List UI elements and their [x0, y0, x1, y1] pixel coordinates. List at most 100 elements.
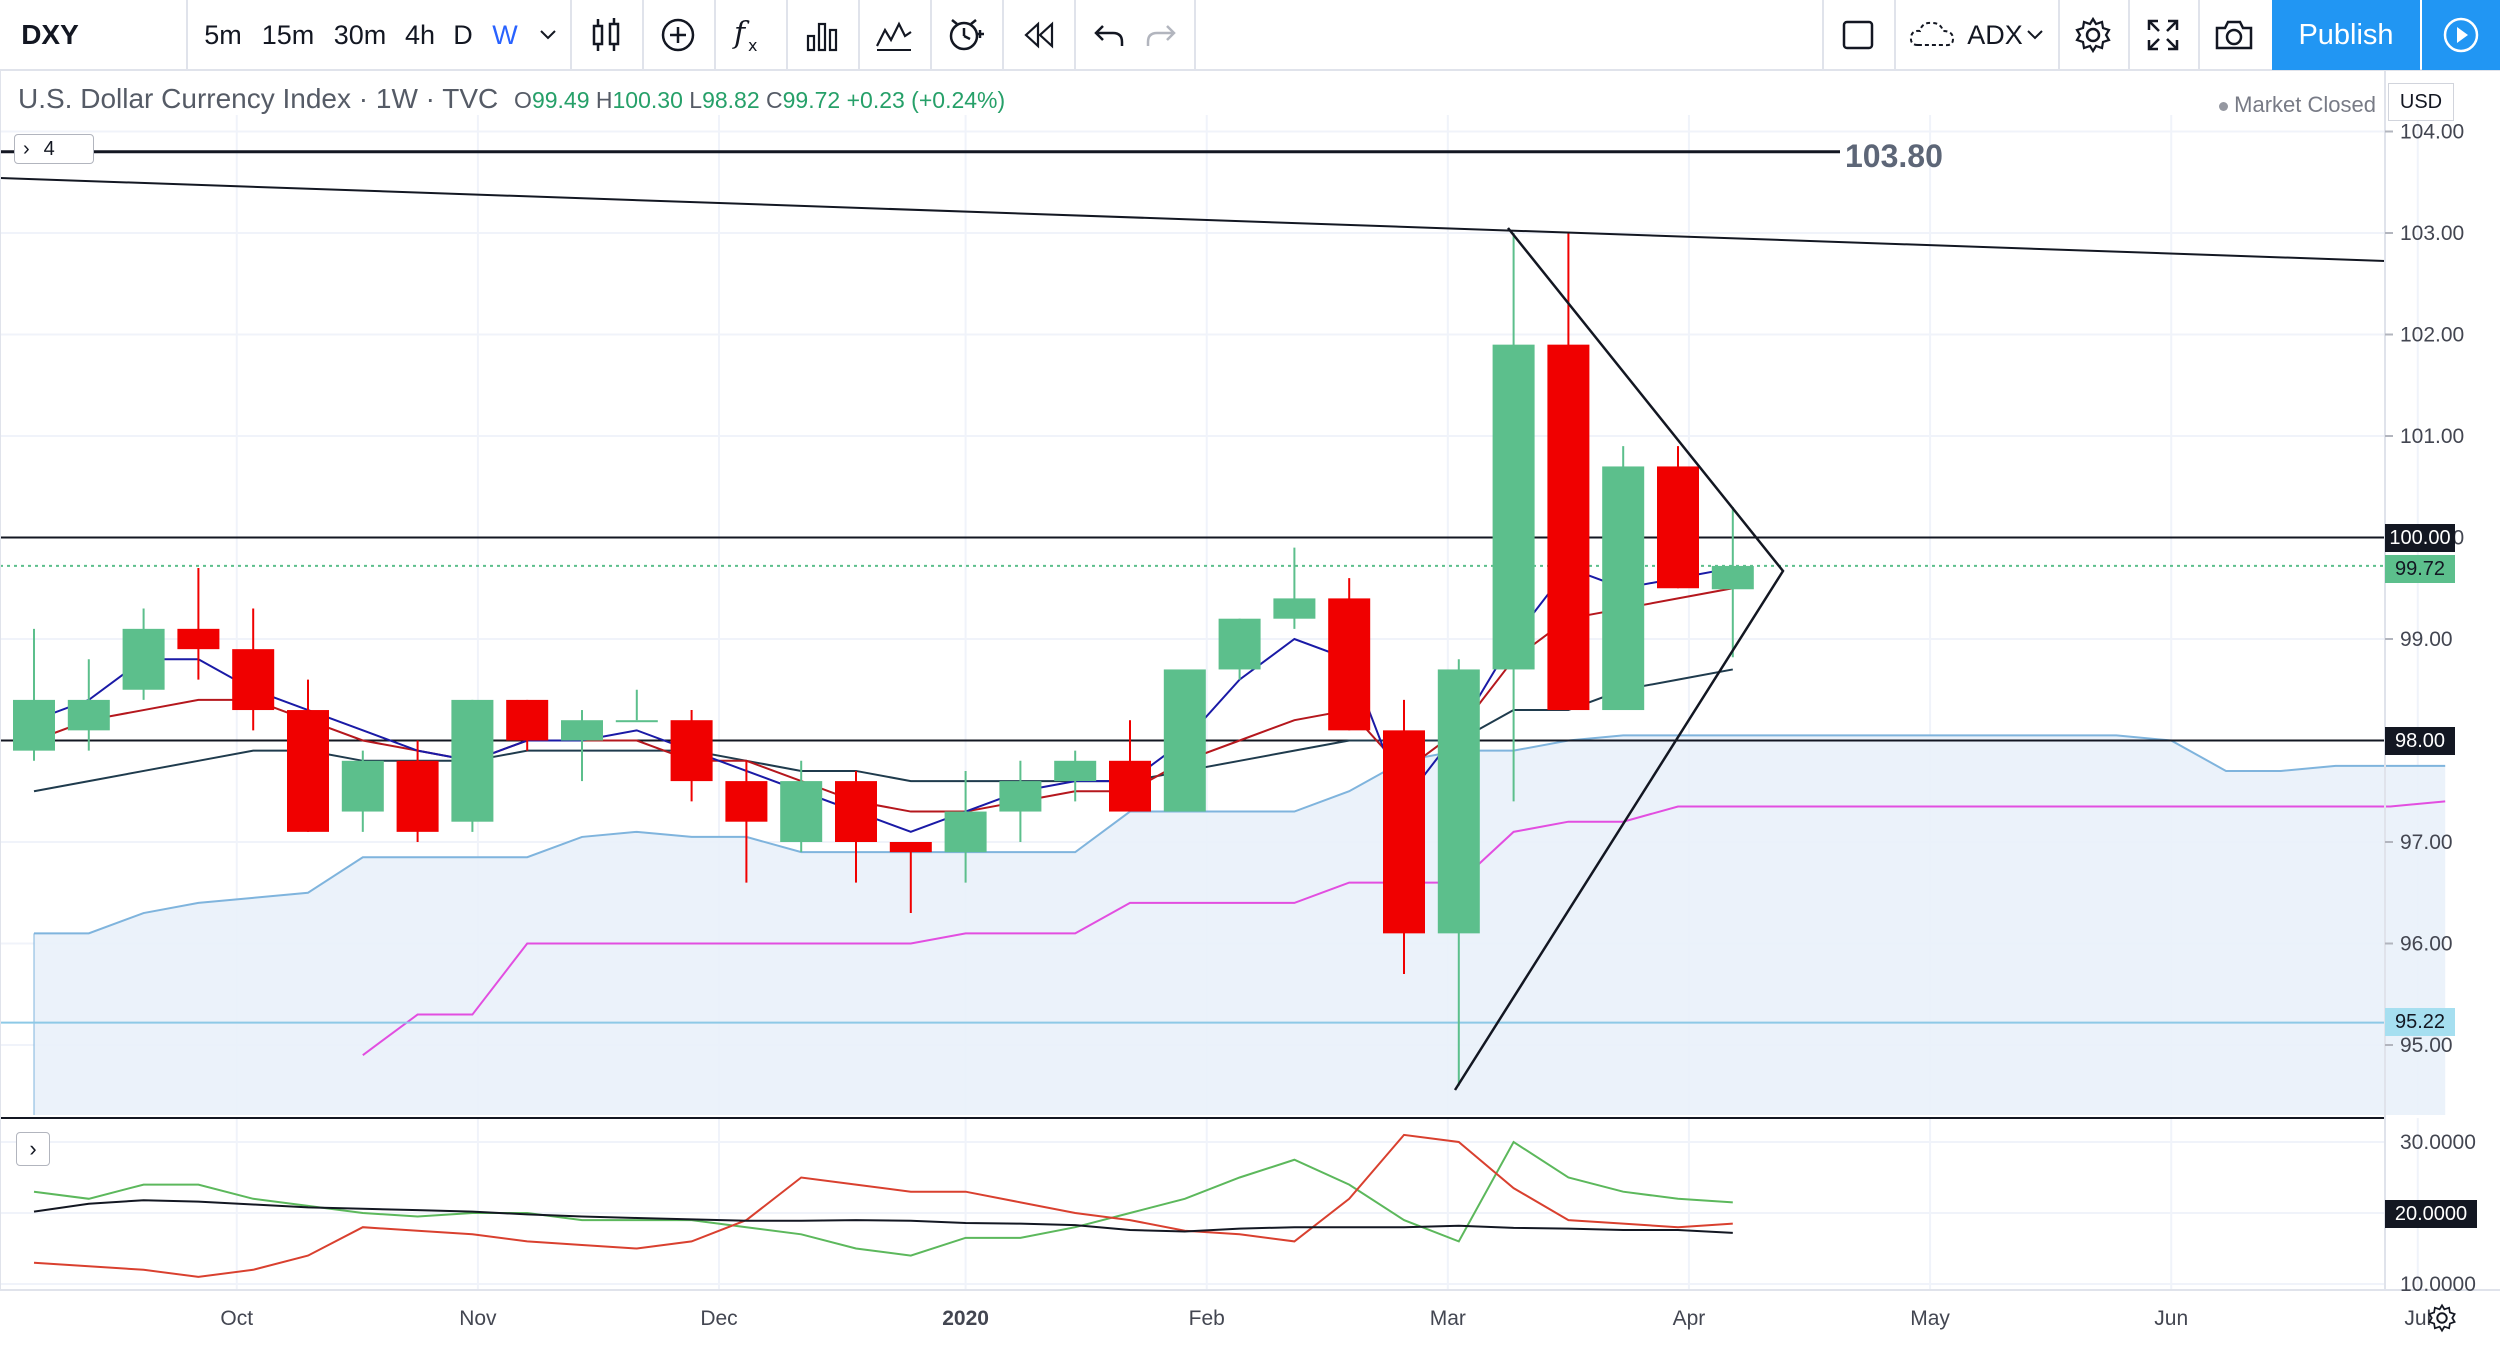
toolbar-divider [1074, 0, 1076, 70]
candle-body [1163, 669, 1206, 812]
toolbar-divider [858, 0, 860, 70]
currency-label[interactable]: USD [2388, 83, 2454, 121]
toolbar-divider [2198, 0, 2200, 70]
last-price-tag: 99.72 [2385, 555, 2455, 583]
chevron-right-icon: › [23, 137, 30, 160]
fullscreen-icon[interactable] [2136, 0, 2190, 70]
candle-body [1492, 344, 1535, 670]
publish-button[interactable]: Publish [2272, 0, 2420, 70]
candle-body [1711, 565, 1754, 590]
interval-4h[interactable]: 4h [404, 19, 436, 50]
chevron-right-icon: › [29, 1136, 37, 1161]
toolbar-divider [1002, 0, 1004, 70]
series-legend: U.S. Dollar Currency Index · 1W · TVC O9… [18, 83, 1005, 115]
toolbar-divider [642, 0, 644, 70]
status-dot-icon [2219, 101, 2229, 111]
candle-body [1109, 760, 1151, 812]
time-tick-label: Jun [2154, 1307, 2188, 1330]
candlesticks [13, 233, 1754, 1086]
candle-body [1437, 669, 1480, 934]
candle-body [341, 760, 384, 812]
price-tag-98: 98.00 [2385, 727, 2455, 755]
interval-30m[interactable]: 30m [333, 19, 387, 50]
candle-body [1273, 598, 1316, 619]
candle-body [615, 720, 658, 723]
financials-bars-icon[interactable] [796, 0, 848, 70]
candle-body [889, 842, 932, 853]
candle-body [287, 710, 329, 832]
time-tick-label: Mar [1430, 1307, 1466, 1330]
time-tick-label: Nov [459, 1307, 497, 1330]
candle-body [999, 781, 1042, 812]
adx-tick-label: 10.0000 [2400, 1273, 2476, 1296]
interval-dropdown-chevron-icon[interactable] [532, 0, 564, 70]
price-tick-label: 95.00 [2400, 1034, 2453, 1057]
candle-body [506, 699, 549, 741]
candle-body [232, 649, 275, 711]
trendline-drawings [0, 177, 2386, 1091]
templates-icon[interactable] [868, 0, 920, 70]
time-axis-settings-gear-icon[interactable] [2422, 1298, 2462, 1338]
symbol-search[interactable]: DXY [21, 19, 79, 50]
candle-body [67, 699, 110, 731]
time-tick-label: Oct [220, 1307, 253, 1330]
undo-icon[interactable] [1084, 0, 1134, 70]
replay-icon[interactable] [1012, 0, 1064, 70]
adx-line [33, 1199, 1733, 1234]
price-tick-label: 101.00 [2400, 425, 2464, 448]
adx-tick-label: 30.0000 [2400, 1131, 2476, 1154]
triangle-pattern [1453, 227, 1785, 1091]
snapshot-camera-icon[interactable] [2206, 0, 2262, 70]
alert-clock-icon[interactable] [940, 0, 992, 70]
cloud-upper-line [34, 734, 2446, 935]
redo-icon[interactable] [1136, 0, 1186, 70]
candle-body [1218, 618, 1261, 670]
candle-body [1602, 466, 1645, 711]
interval-d[interactable]: D [453, 19, 473, 50]
toolbar-divider [186, 0, 188, 70]
ohlc-values: O99.49 H100.30 L98.82 C99.72 +0.23 (+0.2… [514, 87, 1006, 113]
cloud-fill [34, 735, 2446, 1115]
adx-level-tag: 20.0000 [2385, 1200, 2477, 1228]
time-tick-label: 2020 [942, 1307, 989, 1330]
price-tick-label: 104.00 [2400, 121, 2464, 144]
interval-15m[interactable]: 15m [261, 19, 315, 50]
toolbar-divider [786, 0, 788, 70]
candle-body [1547, 344, 1590, 711]
publish-play-icon[interactable] [2422, 0, 2500, 70]
interval-w[interactable]: W [492, 19, 518, 50]
candle-body [670, 720, 713, 782]
select-box-icon[interactable] [1832, 0, 1884, 70]
resistance-line-label: 103.80 [1845, 138, 1943, 174]
adx-legend-expand-button[interactable]: › [16, 1132, 50, 1166]
candle-body [396, 760, 439, 832]
candle-body [725, 781, 768, 822]
compare-add-icon[interactable] [652, 0, 704, 70]
candle-body [177, 628, 220, 650]
price-tick-label: 102.00 [2400, 324, 2464, 347]
price-tag-95-22: 95.22 [2385, 1008, 2455, 1036]
candles-chart-type-icon[interactable] [580, 0, 632, 70]
toolbar-divider [1194, 0, 1196, 70]
ichimoku-cloud [33, 734, 2446, 1115]
candle-body [944, 811, 987, 853]
time-tick-label: Feb [1189, 1307, 1225, 1330]
interval-5m[interactable]: 5m [204, 19, 242, 50]
adx-pane [0, 1117, 2385, 1285]
indicators-collapse-button[interactable]: › 4 [14, 134, 94, 164]
descending-trendline [0, 177, 2386, 262]
cloud-layout-icon[interactable] [1904, 0, 1960, 70]
indicator-name[interactable]: ADX [1967, 19, 2023, 50]
price-tag-100: 100.00 [2385, 524, 2455, 552]
candle-body [122, 628, 165, 690]
toolbar-divider [2058, 0, 2060, 70]
layout-dropdown-chevron-icon[interactable] [2020, 0, 2050, 70]
candle-body [780, 781, 823, 842]
toolbar-divider [2128, 0, 2130, 70]
series-title[interactable]: U.S. Dollar Currency Index · 1W · TVC [18, 83, 499, 114]
toolbar-divider [714, 0, 716, 70]
settings-gear-icon[interactable] [2066, 0, 2120, 70]
